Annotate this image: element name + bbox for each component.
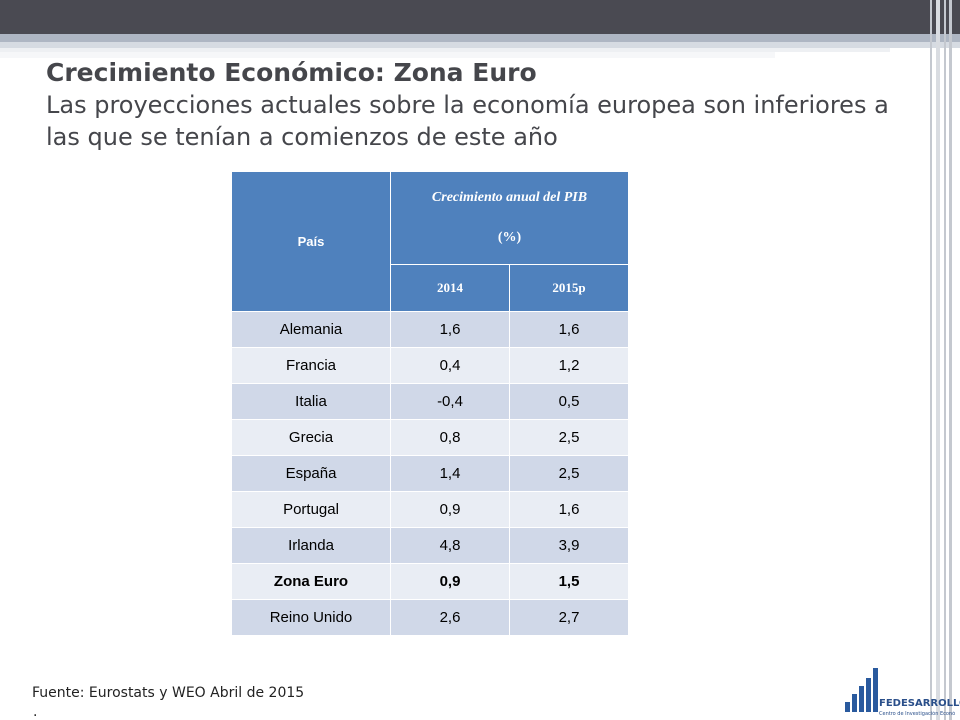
logo-tagline: Centro de Investigación Económica y Soci… bbox=[879, 711, 955, 717]
table-row: Reino Unido 2,6 2,7 bbox=[231, 599, 629, 636]
cell-pais: Reino Unido bbox=[231, 599, 391, 636]
decor-stripe bbox=[0, 52, 775, 58]
title-heading: Crecimiento Económico: Zona Euro bbox=[46, 58, 537, 87]
cell-2014: 0,9 bbox=[390, 491, 510, 528]
footer-dot: . bbox=[33, 704, 38, 720]
cell-2014: -0,4 bbox=[390, 383, 510, 420]
cell-2015: 1,5 bbox=[509, 563, 629, 600]
table-row-zona-euro: Zona Euro 0,9 1,5 bbox=[231, 563, 629, 600]
table-row: Irlanda 4,8 3,9 bbox=[231, 527, 629, 564]
cell-2014: 4,8 bbox=[390, 527, 510, 564]
table-row: Alemania 1,6 1,6 bbox=[231, 311, 629, 348]
cell-2014: 1,6 bbox=[390, 311, 510, 348]
title-subheading: Las proyecciones actuales sobre la econo… bbox=[46, 91, 889, 151]
cell-pais: Zona Euro bbox=[231, 563, 391, 600]
slide-title: Crecimiento Económico: Zona Euro Las pro… bbox=[46, 57, 926, 153]
decor-stripe bbox=[0, 48, 890, 52]
cell-2015: 1,6 bbox=[509, 491, 629, 528]
cell-pais: Francia bbox=[231, 347, 391, 384]
source-note: Fuente: Eurostats y WEO Abril de 2015 bbox=[32, 685, 305, 701]
header-growth-label: Crecimiento anual del PIB bbox=[431, 190, 588, 205]
cell-2015: 3,9 bbox=[509, 527, 629, 564]
gdp-growth-table: País Crecimiento anual del PIB (%) 2014 … bbox=[231, 171, 629, 636]
logo-name: FEDESARROLLO bbox=[879, 698, 960, 709]
cell-2015: 1,6 bbox=[509, 311, 629, 348]
table-row: Francia 0,4 1,2 bbox=[231, 347, 629, 384]
cell-pais: España bbox=[231, 455, 391, 492]
table-row: Portugal 0,9 1,6 bbox=[231, 491, 629, 528]
cell-2014: 2,6 bbox=[390, 599, 510, 636]
cell-pais: Irlanda bbox=[231, 527, 391, 564]
cell-pais: Grecia bbox=[231, 419, 391, 456]
header-growth-unit: (%) bbox=[497, 230, 522, 245]
fedesarrollo-logo: FEDESARROLLO Centro de Investigación Eco… bbox=[845, 668, 960, 720]
cell-2014: 1,4 bbox=[390, 455, 510, 492]
logo-bars-icon bbox=[845, 668, 885, 720]
header-growth: Crecimiento anual del PIB (%) bbox=[390, 171, 629, 265]
cell-2015: 2,5 bbox=[509, 455, 629, 492]
decor-stripe bbox=[0, 42, 960, 48]
cell-2015: 2,5 bbox=[509, 419, 629, 456]
table-row: Italia -0,4 0,5 bbox=[231, 383, 629, 420]
decor-vertical-lines bbox=[930, 0, 952, 720]
decor-stripe bbox=[0, 34, 960, 42]
cell-2014: 0,9 bbox=[390, 563, 510, 600]
cell-pais: Alemania bbox=[231, 311, 391, 348]
cell-2014: 0,4 bbox=[390, 347, 510, 384]
table-row: Grecia 0,8 2,5 bbox=[231, 419, 629, 456]
header-year-2014: 2014 bbox=[390, 264, 510, 312]
header-pais: País bbox=[231, 171, 391, 312]
table-row: España 1,4 2,5 bbox=[231, 455, 629, 492]
cell-2014: 0,8 bbox=[390, 419, 510, 456]
cell-pais: Italia bbox=[231, 383, 391, 420]
top-bar bbox=[0, 0, 960, 34]
cell-pais: Portugal bbox=[231, 491, 391, 528]
cell-2015: 1,2 bbox=[509, 347, 629, 384]
cell-2015: 2,7 bbox=[509, 599, 629, 636]
header-year-2015p: 2015p bbox=[509, 264, 629, 312]
cell-2015: 0,5 bbox=[509, 383, 629, 420]
